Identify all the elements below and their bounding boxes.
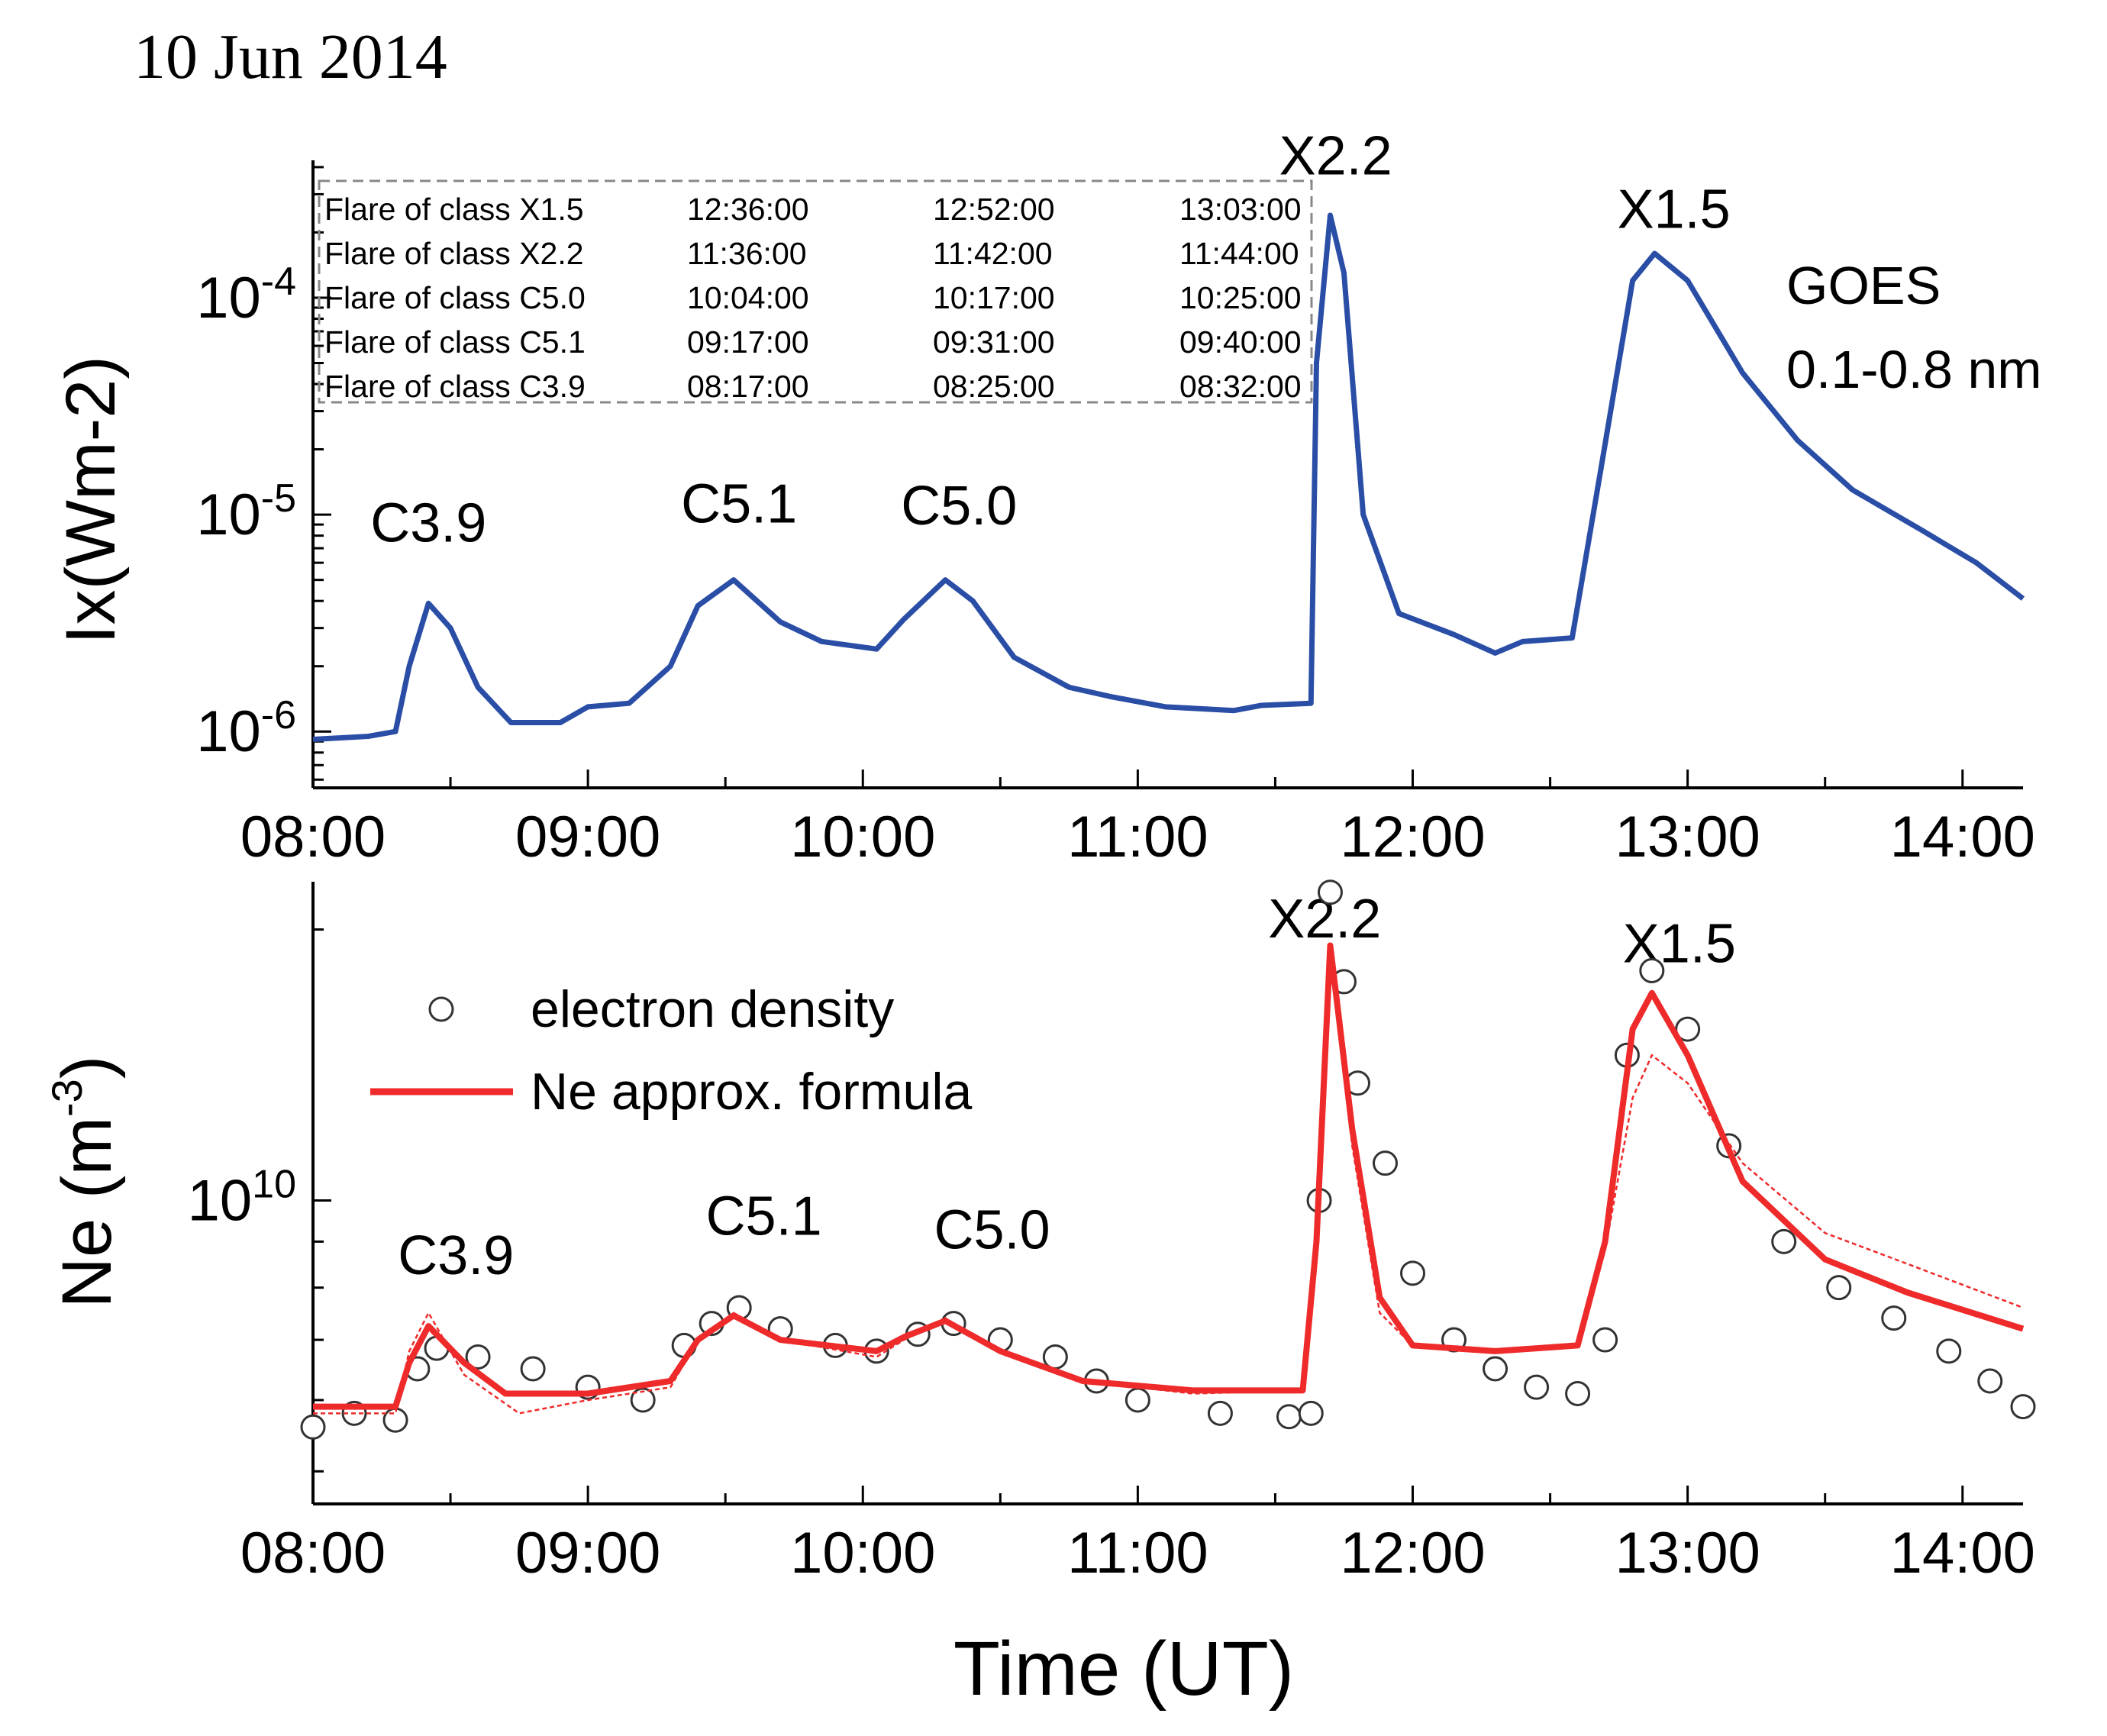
flare-table-cell: 11:44:00 bbox=[1179, 236, 1299, 271]
flare-table-cell: 12:52:00 bbox=[933, 192, 1055, 227]
flare-table-cell: 08:17:00 bbox=[687, 369, 809, 404]
goes-annotation-line1: GOES bbox=[1786, 256, 1941, 315]
ne-x-tick-label: 11:00 bbox=[1067, 1521, 1208, 1586]
ne-x-tick-label: 12:00 bbox=[1340, 1521, 1485, 1586]
flare-table: Flare of class X1.5 12:36:00 12:52:00 13:03… bbox=[324, 192, 1302, 404]
goes-y-tick-label: 10-6 bbox=[196, 693, 296, 764]
electron-density-point bbox=[1317, 879, 1343, 905]
legend: electron density Ne approx. formula bbox=[370, 980, 972, 1121]
ne-ylabel-exp: -3 bbox=[43, 1079, 91, 1117]
flare-table-cell: 08:25:00 bbox=[933, 369, 1055, 404]
flare-table-cell: 09:17:00 bbox=[687, 324, 809, 360]
electron-density-point bbox=[1675, 1016, 1701, 1042]
flare-table-cell: 13:03:00 bbox=[1179, 192, 1302, 227]
flare-table-cell: Flare of class X2.2 bbox=[324, 236, 584, 271]
electron-density-point bbox=[1400, 1260, 1426, 1286]
goes-y-tick-label: 10-4 bbox=[196, 260, 296, 331]
electron-density-point bbox=[1124, 1387, 1150, 1413]
electron-density-point bbox=[1639, 958, 1665, 984]
goes-x-tick-label: 13:00 bbox=[1615, 805, 1760, 870]
flare-table-box bbox=[318, 179, 1313, 404]
legend-marker-electron-density bbox=[428, 996, 454, 1022]
flare-table-cell: 12:36:00 bbox=[687, 192, 809, 227]
flare-table-cell: 09:31:00 bbox=[933, 324, 1055, 360]
ne-xlabel: Time (UT) bbox=[953, 1626, 1294, 1712]
goes-flare-label: C3.9 bbox=[370, 493, 486, 554]
ne-formula-thin-line bbox=[313, 960, 2024, 1415]
electron-density-point bbox=[465, 1344, 491, 1370]
goes-flare-label: X2.2 bbox=[1279, 126, 1392, 187]
date-label: 10 Jun 2014 bbox=[134, 21, 447, 92]
electron-density-point bbox=[1373, 1150, 1399, 1176]
ne-ylabel-close: ) bbox=[48, 1056, 126, 1079]
goes-x-tick-label: 14:00 bbox=[1890, 805, 2035, 870]
electron-density-point bbox=[520, 1356, 546, 1382]
electron-density-point bbox=[1826, 1275, 1852, 1301]
goes-ylabel: Ix(Wm-2) bbox=[52, 356, 130, 644]
flare-table-cell: Flare of class X1.5 bbox=[324, 192, 584, 227]
ne-x-tick-label: 14:00 bbox=[1890, 1521, 2035, 1586]
goes-panel: 08:00 09:00 10:00 11:00 12:00 13:00 14:00 10-6 1… bbox=[52, 126, 2042, 870]
flare-table-cell: 10:04:00 bbox=[687, 280, 809, 315]
ne-formula-line bbox=[313, 942, 2025, 1410]
ne-flare-label: X1.5 bbox=[1623, 913, 1736, 974]
electron-density-point bbox=[1771, 1228, 1797, 1254]
goes-annotation-line2: 0.1-0.8 nm bbox=[1786, 340, 2042, 399]
electron-density-point bbox=[1592, 1327, 1618, 1353]
electron-density-point bbox=[1298, 1400, 1324, 1426]
ne-ylabel: Ne (m-3) bbox=[43, 1056, 126, 1308]
electron-density-point bbox=[1524, 1374, 1550, 1400]
goes-flare-label: C5.1 bbox=[681, 473, 797, 534]
legend-label-ne-formula: Ne approx. formula bbox=[531, 1063, 972, 1121]
flare-table-cell: 11:36:00 bbox=[687, 236, 807, 271]
flare-table-cell: Flare of class C3.9 bbox=[324, 369, 586, 404]
electron-density-point bbox=[2010, 1394, 2036, 1420]
electron-density-point bbox=[1936, 1338, 1962, 1364]
flare-table-cell: 11:42:00 bbox=[933, 236, 1053, 271]
goes-x-tick-label: 11:00 bbox=[1067, 805, 1208, 870]
ne-ylabel-main: Ne (m bbox=[48, 1117, 126, 1308]
electron-density-point bbox=[1977, 1368, 2003, 1394]
ne-flare-label: C3.9 bbox=[398, 1225, 514, 1286]
electron-density-point bbox=[1565, 1381, 1591, 1407]
goes-plot-layer: 08:00 09:00 10:00 11:00 12:00 13:00 14:00 10-6 1… bbox=[196, 126, 2035, 870]
flare-table-cell: 10:25:00 bbox=[1179, 280, 1302, 315]
ne-flare-label: C5.1 bbox=[706, 1186, 822, 1247]
electron-density-point bbox=[1207, 1400, 1233, 1426]
goes-flare-label: C5.0 bbox=[901, 476, 1017, 537]
electron-density-point bbox=[1483, 1356, 1508, 1382]
electron-density-point bbox=[630, 1387, 656, 1413]
ne-x-tick-label: 08:00 bbox=[240, 1521, 386, 1586]
goes-x-tick-label: 12:00 bbox=[1340, 805, 1485, 870]
flare-table-cell: 10:17:00 bbox=[933, 280, 1055, 315]
flare-table-cell: 09:40:00 bbox=[1179, 324, 1302, 360]
goes-y-tick-label: 10-5 bbox=[196, 476, 296, 547]
flare-table-cell: Flare of class C5.1 bbox=[324, 324, 586, 360]
flare-table-cell: Flare of class C5.0 bbox=[324, 280, 586, 315]
ne-x-tick-label: 13:00 bbox=[1615, 1521, 1760, 1586]
goes-x-tick-label: 09:00 bbox=[515, 805, 660, 870]
ne-x-tick-label: 09:00 bbox=[515, 1521, 660, 1586]
goes-x-tick-label: 10:00 bbox=[790, 805, 935, 870]
electron-density-point bbox=[1881, 1305, 1907, 1331]
flare-table-cell: 08:32:00 bbox=[1179, 369, 1302, 404]
ne-flare-label: C5.0 bbox=[934, 1200, 1050, 1261]
ne-panel: 08:00 09:00 10:00 11:00 12:00 13:00 14:00 1010 C… bbox=[43, 879, 2036, 1712]
electron-density-point bbox=[382, 1407, 408, 1433]
ne-x-tick-label: 10:00 bbox=[790, 1521, 935, 1586]
legend-label-electron-density: electron density bbox=[531, 980, 894, 1038]
ne-y-tick-label: 1010 bbox=[188, 1162, 296, 1233]
electron-density-point bbox=[300, 1414, 326, 1440]
electron-density-point bbox=[1276, 1404, 1302, 1430]
goes-series-line bbox=[312, 212, 2025, 743]
goes-x-tick-label: 08:00 bbox=[240, 805, 386, 870]
ne-plot-layer: 08:00 09:00 10:00 11:00 12:00 13:00 14:00 1010 C… bbox=[188, 879, 2036, 1586]
goes-flare-label: X1.5 bbox=[1618, 179, 1731, 240]
